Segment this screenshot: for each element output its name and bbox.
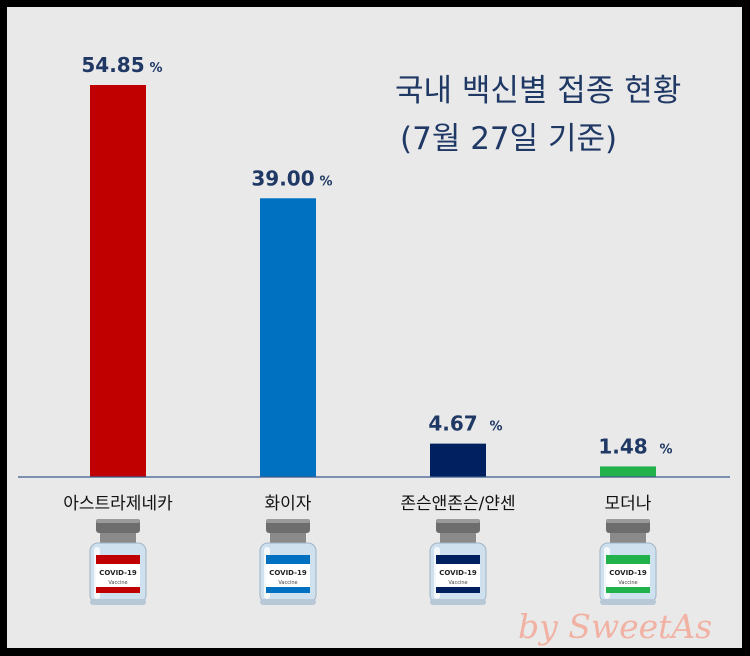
- category-label-4: 모더나: [605, 494, 652, 514]
- vial-label-subtext: Vaccine: [108, 580, 127, 586]
- bar-2: [260, 198, 316, 477]
- vial-label-subtext: Vaccine: [618, 580, 637, 586]
- bars-layer: [90, 85, 656, 477]
- vial-base: [260, 599, 316, 605]
- vaccine-vial-1: COVID-19 Vaccine: [89, 519, 147, 605]
- vial-label-stripe-bottom: [436, 587, 480, 593]
- value-unit-4: %: [659, 442, 672, 457]
- bar-1: [90, 85, 146, 477]
- vial-label-text: COVID-19: [99, 569, 137, 577]
- vial-neck: [610, 533, 646, 543]
- value-unit-1: %: [149, 61, 162, 76]
- vial-label-stripe-top: [436, 555, 480, 564]
- vial-cap-highlight: [606, 519, 650, 523]
- vial-neck: [270, 533, 306, 543]
- vial-cap-highlight: [436, 519, 480, 523]
- vial-label-stripe-bottom: [606, 587, 650, 593]
- value-unit-3: %: [489, 420, 502, 435]
- value-label-3: 4.67: [428, 412, 477, 436]
- vial-neck: [100, 533, 136, 543]
- vaccine-vial-3: COVID-19 Vaccine: [429, 519, 487, 605]
- vial-label-stripe-top: [266, 555, 310, 564]
- category-label-1: 아스트라제네카: [63, 494, 173, 514]
- vial-base: [600, 599, 656, 605]
- author-signature: by SweetAs: [518, 607, 713, 646]
- vial-cap-highlight: [96, 519, 140, 523]
- vaccine-vial-4: COVID-19 Vaccine: [599, 519, 657, 605]
- bar-4: [600, 466, 656, 477]
- bar-3: [430, 443, 486, 477]
- value-label-1: 54.85: [81, 53, 144, 77]
- value-label-4: 1.48: [598, 434, 647, 458]
- chart-title-line-1: 국내 백신별 접종 현황: [395, 73, 682, 109]
- vial-label-text: COVID-19: [609, 569, 647, 577]
- vial-label-stripe-bottom: [96, 587, 140, 593]
- vial-base: [90, 599, 146, 605]
- labels-layer: 54.85 % 아스트라제네카 39.00 % 화이자 4.67 % 존슨앤존슨/얀센 1.48%…: [63, 53, 672, 514]
- vial-neck: [440, 533, 476, 543]
- vials-layer: COVID-19 Vaccine COVID-19 Vaccine COVID-19 Va…: [89, 519, 657, 605]
- category-label-3: 존슨앤존슨/얀센: [400, 494, 515, 514]
- vial-label-stripe-bottom: [266, 587, 310, 593]
- value-label-2: 39.00: [251, 166, 314, 190]
- vial-label-stripe-top: [96, 555, 140, 564]
- vial-cap-highlight: [266, 519, 310, 523]
- vial-label-subtext: Vaccine: [278, 580, 297, 586]
- vial-base: [430, 599, 486, 605]
- vial-label-text: COVID-19: [439, 569, 477, 577]
- chart-frame: 54.85% 아스트라제네카 39.00% 화이자 4.67% 존슨앤존슨/얀센 1.48%…: [7, 7, 742, 648]
- vial-label-text: COVID-19: [269, 569, 307, 577]
- vial-label-stripe-top: [606, 555, 650, 564]
- bar-chart: 54.85 % 아스트라제네카 39.00 % 화이자 4.67 % 존슨앤존슨/얀센 1.48%…: [18, 53, 730, 605]
- vial-label-subtext: Vaccine: [448, 580, 467, 586]
- category-label-2: 화이자: [265, 494, 312, 514]
- value-unit-2: %: [319, 174, 332, 189]
- chart-title-line-2: (7월 27일 기준): [400, 121, 618, 157]
- vaccine-vial-2: COVID-19 Vaccine: [259, 519, 317, 605]
